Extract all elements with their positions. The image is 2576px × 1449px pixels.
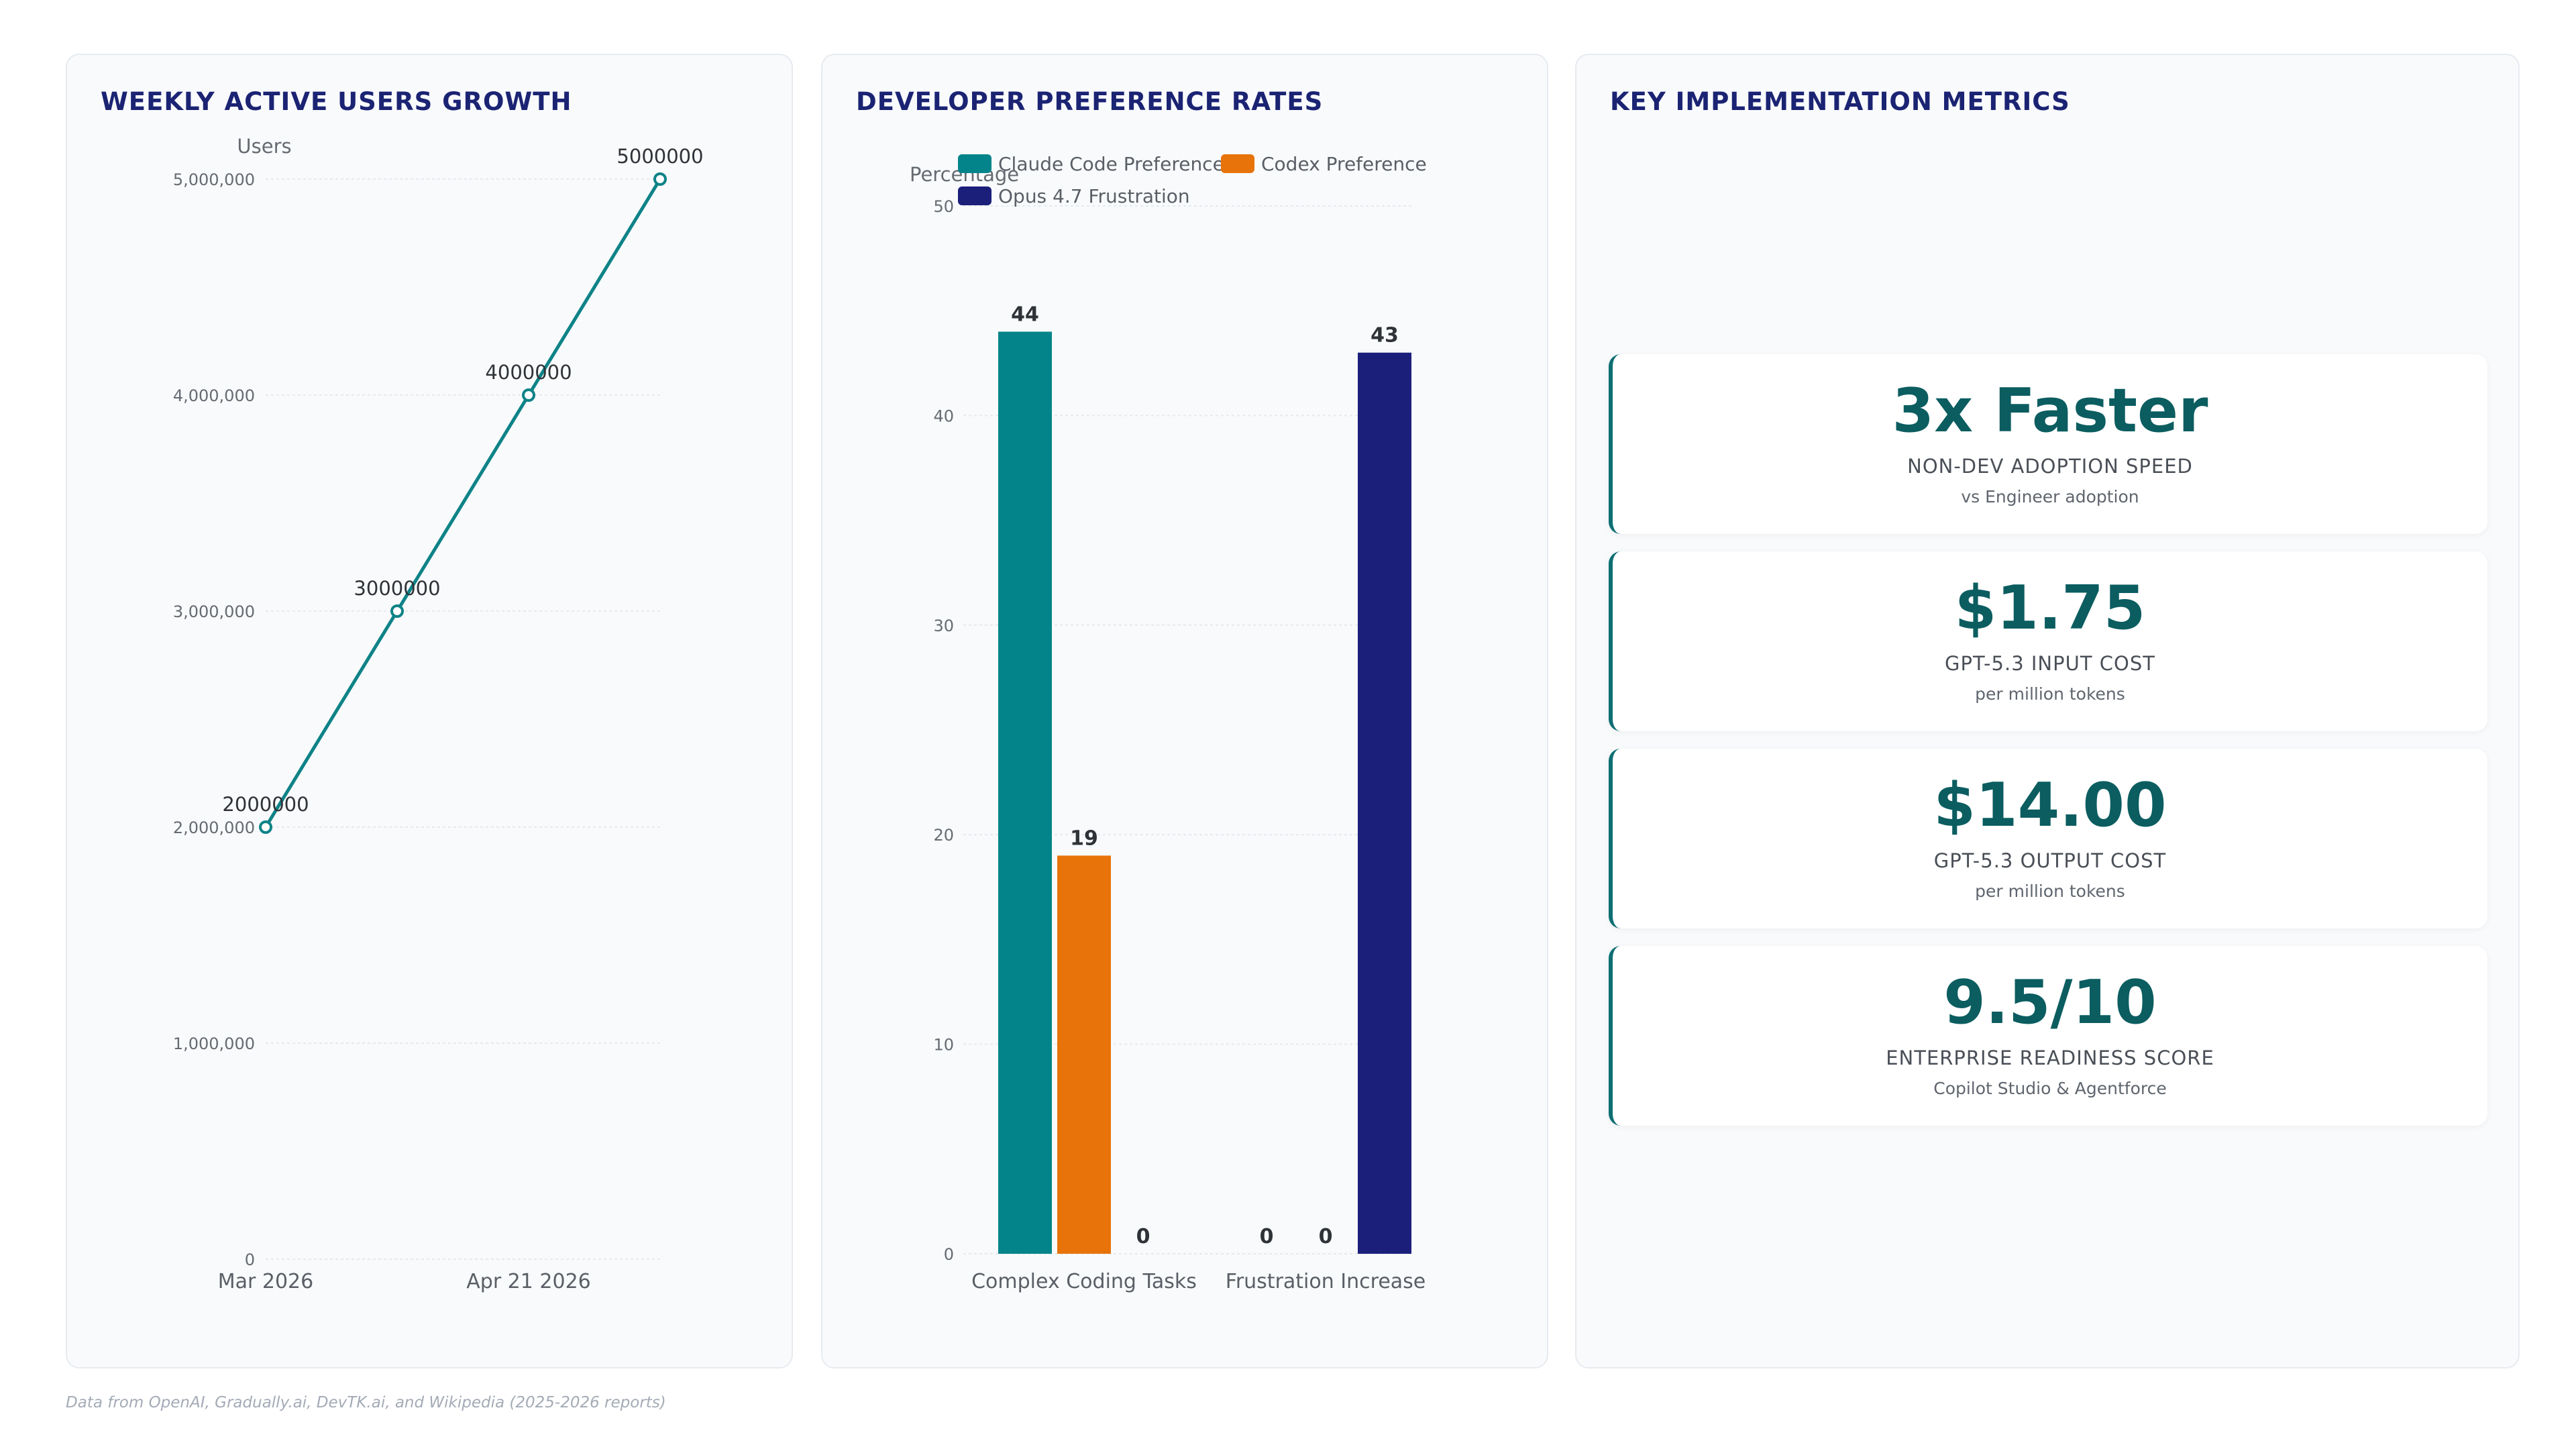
x-tick-label: Apr 21 2026 <box>466 1270 591 1293</box>
metric-label: GPT-5.3 INPUT COST <box>1945 652 2155 675</box>
data-point <box>522 388 535 402</box>
metric-subtext: Copilot Studio & Agentforce <box>1933 1079 2167 1098</box>
data-label: 4000000 <box>485 361 572 384</box>
x-tick-label: Complex Coding Tasks <box>971 1270 1197 1293</box>
data-label: 3000000 <box>354 577 440 600</box>
metric-card-input-cost: $1.75 GPT-5.3 INPUT COST per million tok… <box>1609 551 2487 731</box>
bar-value-label: 19 <box>1070 826 1098 850</box>
y-tick-label: 0 <box>245 1250 255 1269</box>
weekly-active-users-line-chart: 0 1,000,000 2,000,000 3,000,000 4,000,000 5,0… <box>173 135 704 1293</box>
y-tick-label: 2,000,000 <box>173 818 255 837</box>
legend-swatch <box>958 154 991 173</box>
bar-value-label: 0 <box>1319 1225 1333 1248</box>
bar-value-label: 0 <box>1260 1225 1274 1248</box>
metric-label: ENTERPRISE READINESS SCORE <box>1886 1046 2214 1069</box>
data-point <box>390 604 404 618</box>
bar-value-label: 44 <box>1011 303 1039 326</box>
weekly-active-users-card: WEEKLY ACTIVE USERS GROWTH 0 1,000,000 2,0… <box>66 54 793 1368</box>
developer-preference-card: DEVELOPER PREFERENCE RATES 0 10 20 30 40 50 Pe… <box>821 54 1548 1368</box>
legend-label: Opus 4.7 Frustration <box>998 185 1190 207</box>
metric-card-output-cost: $14.00 GPT-5.3 OUTPUT COST per million t… <box>1609 749 2487 928</box>
metric-subtext: per million tokens <box>1975 881 2125 901</box>
metric-value: $14.00 <box>1933 770 2167 841</box>
y-tick-label: 10 <box>933 1036 954 1055</box>
bar <box>998 331 1052 1254</box>
metric-subtext: per million tokens <box>1975 684 2125 704</box>
metric-label: NON-DEV ADOPTION SPEED <box>1907 455 2193 478</box>
weekly-active-users-title: WEEKLY ACTIVE USERS GROWTH <box>101 87 572 116</box>
bar <box>1057 855 1111 1254</box>
data-label: 5000000 <box>616 145 703 168</box>
metric-value: 9.5/10 <box>1943 967 2157 1038</box>
y-tick-label: 3,000,000 <box>173 602 255 621</box>
y-tick-label: 40 <box>933 407 954 425</box>
bar <box>1358 352 1411 1254</box>
x-tick-label: Frustration Increase <box>1226 1270 1426 1293</box>
metric-subtext: vs Engineer adoption <box>1961 487 2139 506</box>
data-point <box>259 820 272 834</box>
y-tick-label: 50 <box>933 197 954 216</box>
legend-swatch <box>1221 154 1254 173</box>
metric-value: $1.75 <box>1954 573 2146 643</box>
data-label: 2000000 <box>222 793 309 816</box>
y-tick-label: 0 <box>944 1245 954 1264</box>
y-tick-label: 5,000,000 <box>173 170 255 189</box>
data-point <box>653 172 667 186</box>
key-metrics-card: KEY IMPLEMENTATION METRICS 3x Faster NON… <box>1575 54 2520 1368</box>
developer-preference-title: DEVELOPER PREFERENCE RATES <box>856 87 1324 116</box>
metric-value: 3x Faster <box>1892 376 2208 446</box>
y-axis-title: Users <box>237 135 291 158</box>
key-metrics-title: KEY IMPLEMENTATION METRICS <box>1610 87 2070 116</box>
metric-label: GPT-5.3 OUTPUT COST <box>1933 849 2167 872</box>
bar-value-label: 43 <box>1371 324 1399 347</box>
legend-swatch <box>958 186 991 205</box>
data-source-footnote: Data from OpenAI, Gradually.ai, DevTK.ai… <box>66 1394 666 1411</box>
bar-value-label: 0 <box>1136 1225 1150 1248</box>
series-line <box>264 178 662 828</box>
metric-card-readiness-score: 9.5/10 ENTERPRISE READINESS SCORE Copilo… <box>1609 946 2487 1126</box>
y-tick-label: 20 <box>933 826 954 845</box>
legend-label: Claude Code Preference <box>998 153 1224 175</box>
x-tick-label: Mar 2026 <box>218 1270 314 1293</box>
y-tick-label: 4,000,000 <box>173 386 255 405</box>
y-tick-label: 30 <box>933 616 954 635</box>
y-tick-label: 1,000,000 <box>173 1034 255 1053</box>
legend-label: Codex Preference <box>1261 153 1427 175</box>
metric-card-adoption-speed: 3x Faster NON-DEV ADOPTION SPEED vs Engi… <box>1609 354 2487 534</box>
